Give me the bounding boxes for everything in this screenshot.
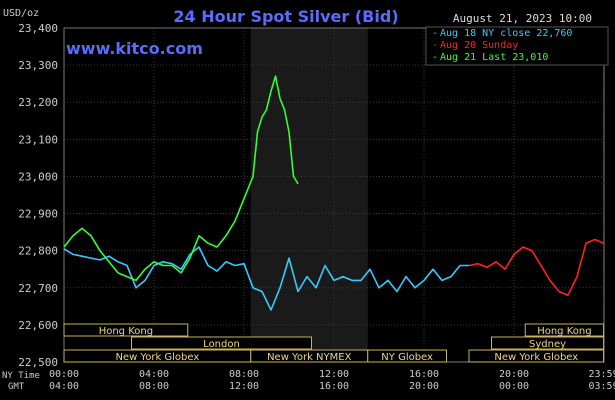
gmt-row-label: GMT: [8, 382, 25, 392]
watermark-url: www.kitco.com: [66, 39, 203, 58]
y-tick-label: 22,600: [18, 319, 58, 332]
ny-time-row-label: NY Time: [2, 371, 40, 381]
y-tick-label: 23,200: [18, 96, 58, 109]
session-sydney-bar: [491, 336, 605, 350]
date-time-label: August 21, 2023 10:00: [453, 12, 592, 25]
session-sydney-label: Sydney: [529, 339, 566, 350]
session-ny-globex-right-label: New York Globex: [494, 352, 578, 363]
legend-entry-aug20: Aug 20 Sunday: [440, 40, 518, 51]
x-tick-label-ny: 00:00: [49, 369, 79, 380]
y-tick-label: 23,300: [18, 59, 58, 72]
session-ny-globex-mid-bar: [367, 349, 447, 363]
y-tick-label: 23,100: [18, 133, 58, 146]
x-tick-label-gmt: 16:00: [319, 381, 349, 392]
series-line-aug21: [63, 75, 299, 282]
x-tick-label-gmt: 12:00: [229, 381, 259, 392]
x-tick-label-gmt: 00:00: [499, 381, 529, 392]
x-tick-label-ny: 04:00: [139, 369, 169, 380]
x-tick-label-ny: 08:00: [229, 369, 259, 380]
legend-entry-aug21: Aug 21 Last 23,010: [440, 52, 548, 63]
session-ny-globex-mid-label: NY Globex: [381, 352, 433, 363]
x-tick-label-ny: 12:00: [319, 369, 349, 380]
session-hong-kong-left-label: Hong Kong: [99, 326, 153, 337]
y-tick-label: 23,000: [18, 170, 58, 183]
y-axis-unit-label: USD/oz: [3, 8, 39, 19]
session-ny-nymex-label: New York NYMEX: [267, 352, 352, 363]
session-hong-kong-right-bar: [524, 323, 605, 337]
price-lines: [63, 75, 604, 311]
y-axis: 23,400 23,300 23,200 23,100 23,000 22,900 22,8…: [18, 22, 58, 369]
x-tick-label-gmt: 20:00: [409, 381, 439, 392]
x-tick-label-ny: 23:59: [588, 369, 615, 380]
y-tick-label: 22,500: [18, 356, 58, 369]
session-hong-kong-right-label: Hong Kong: [537, 326, 591, 337]
session-london-bar: [131, 336, 312, 350]
y-tick-label: 22,700: [18, 282, 58, 295]
series-line-aug20: [468, 238, 604, 297]
y-tick-label: 22,900: [18, 208, 58, 221]
legend-entry-aug18: Aug 18 NY close 22,760: [440, 28, 572, 39]
series-line-aug18: [63, 246, 469, 311]
legend-marker-aug21: -: [432, 52, 438, 63]
session-london-label: London: [203, 339, 240, 350]
x-tick-label-ny: 20:00: [499, 369, 529, 380]
y-tick-label: 22,800: [18, 245, 58, 258]
session-hong-kong-left-bar: [63, 323, 189, 337]
x-tick-label-gmt: 04:00: [49, 381, 79, 392]
x-tick-label-gmt: 03:59: [588, 381, 615, 392]
session-bars: Hong Kong London New York Globex New York N…: [63, 323, 605, 363]
legend-box: [425, 26, 609, 66]
x-tick-label-gmt: 08:00: [139, 381, 169, 392]
legend-marker-aug20: -: [432, 40, 438, 51]
session-ny-globex-left-label: New York Globex: [115, 352, 199, 363]
x-axis: 00:0004:0004:0008:0008:0012:0012:0016:00…: [49, 369, 615, 392]
trading-window-shade: [250, 28, 368, 362]
chart-title: 24 Hour Spot Silver (Bid): [173, 7, 398, 26]
legend: - Aug 18 NY close 22,760 - Aug 20 Sunday…: [425, 26, 609, 66]
x-tick-label-ny: 16:00: [409, 369, 439, 380]
legend-marker-aug18: -: [432, 28, 438, 39]
y-tick-label: 23,400: [18, 22, 58, 35]
session-ny-globex-right-bar: [468, 349, 605, 363]
